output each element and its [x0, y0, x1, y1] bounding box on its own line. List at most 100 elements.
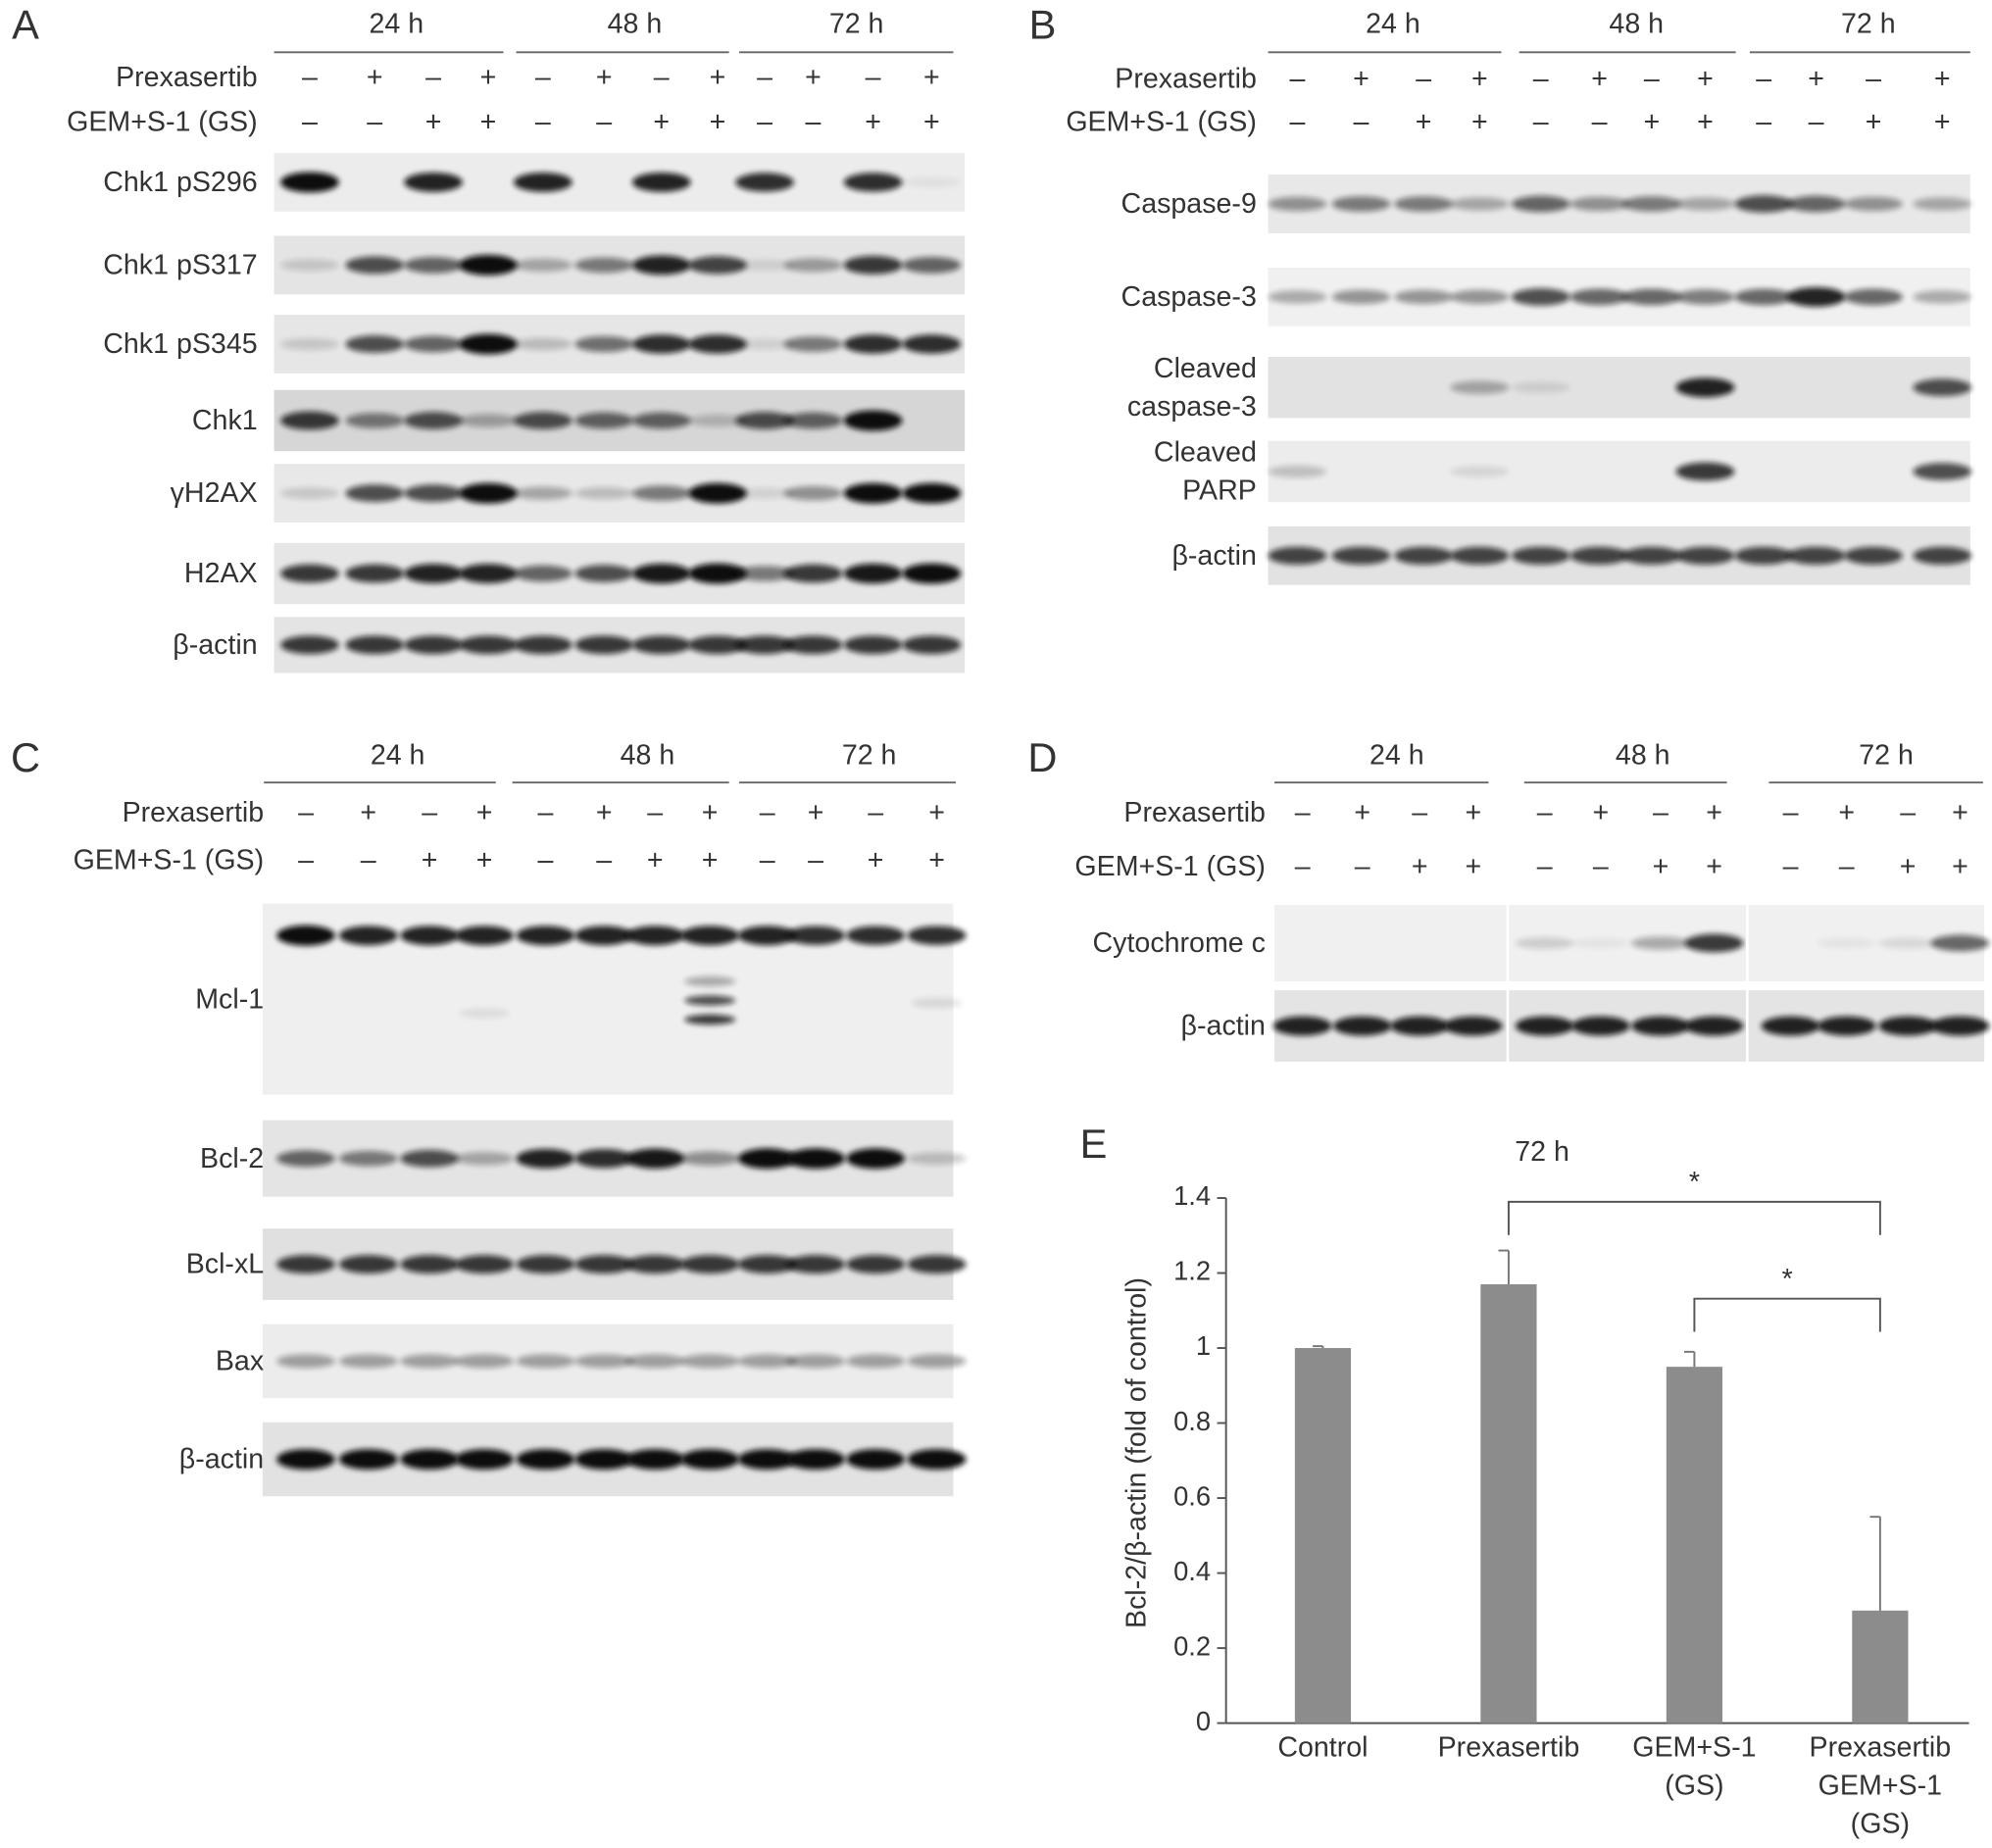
x-tick-label: Prexasertib	[1437, 1730, 1580, 1763]
blot-band	[1511, 195, 1570, 213]
treatment-sign: –	[596, 107, 612, 138]
blot-separator	[1506, 898, 1510, 1065]
significance-label: *	[1782, 1264, 1793, 1295]
blot-band	[516, 1255, 575, 1274]
blot-band	[516, 1449, 575, 1470]
y-tick-label: 1.4	[1173, 1180, 1211, 1211]
blot-band	[907, 1255, 967, 1274]
blot-band	[846, 925, 906, 945]
blot-band	[1878, 937, 1938, 949]
treatment-sign: –	[298, 797, 314, 828]
blot-band	[345, 564, 405, 583]
blot-band	[574, 925, 634, 946]
blot-band	[680, 1151, 740, 1166]
treatment-sign: –	[1289, 63, 1305, 94]
blot-band	[680, 925, 740, 946]
blot-band	[1786, 287, 1846, 307]
treatment-sign: +	[653, 107, 670, 138]
treatment-sign: –	[1756, 107, 1771, 138]
blot-band	[404, 173, 463, 192]
treatment-sign: –	[1289, 107, 1305, 138]
treatment-sign: –	[425, 62, 441, 93]
blot-band	[404, 335, 463, 353]
blot-band	[459, 564, 518, 583]
blot-label-box: Cytochrome c	[1093, 926, 1266, 959]
treatment-sign: +	[480, 107, 497, 138]
treatment-sign: –	[596, 844, 612, 875]
blot-band	[513, 173, 573, 192]
chart-title: 72 h	[1515, 1136, 1569, 1168]
treatment-sign: –	[1355, 851, 1370, 882]
treatment-sign: +	[1465, 851, 1481, 882]
blot-band	[735, 173, 794, 192]
treatment-sign: +	[1353, 63, 1370, 94]
blot-band	[1331, 196, 1391, 212]
blot-band	[1734, 288, 1794, 306]
blot-band	[680, 1449, 740, 1470]
blot-band	[1786, 195, 1846, 213]
blot-band	[631, 485, 691, 501]
x-tick-label: Prexasertib GEM+S-1 (GS)	[1809, 1730, 1952, 1839]
treatment-label: GEM+S-1 (GS)	[1074, 851, 1266, 882]
blot-band	[400, 1255, 460, 1274]
treatment-sign: +	[923, 62, 940, 93]
treatment-sign: +	[1838, 797, 1855, 828]
blot-band	[459, 635, 518, 655]
blot-band	[1332, 1016, 1392, 1036]
treatment-sign: –	[302, 62, 318, 93]
blot-band	[846, 1148, 906, 1170]
blot-label: Bcl-2	[199, 1141, 265, 1174]
blot-band	[513, 412, 573, 429]
blot-band	[1631, 936, 1690, 950]
timepoint-label: 24 h	[1366, 9, 1420, 40]
blot-band	[400, 925, 460, 946]
blot-label: Bcl-xL	[185, 1247, 265, 1280]
blot-band	[513, 635, 573, 655]
treatment-sign: –	[1900, 797, 1916, 828]
blot-band	[1272, 1016, 1332, 1036]
blot-band	[455, 1354, 514, 1369]
blot-band	[735, 259, 794, 272]
blot-label: Mcl-1	[195, 982, 265, 1015]
treatment-sign: +	[1591, 63, 1608, 94]
blot-band	[737, 1148, 797, 1170]
blot-label-box: Caspase-3	[1121, 280, 1257, 313]
treatment-sign: +	[476, 797, 493, 828]
blot-band	[1511, 546, 1570, 565]
blot-band	[625, 1255, 685, 1274]
treatment-sign: +	[1412, 851, 1428, 882]
timepoint-label: 72 h	[842, 740, 897, 772]
blot-band	[846, 1255, 906, 1274]
blot-band	[280, 338, 339, 350]
blot-band	[783, 336, 843, 352]
timepoint-label: 24 h	[370, 9, 424, 40]
treatment-label: GEM+S-1 (GS)	[74, 844, 265, 875]
blot-band	[574, 412, 634, 429]
treatment-sign: –	[1537, 851, 1553, 882]
blot-label-box: Caspase-9	[1120, 187, 1257, 220]
blot-band	[786, 1449, 845, 1470]
blot-band	[276, 1255, 335, 1274]
blot-band	[400, 1149, 460, 1168]
x-tick-label: Control	[1277, 1730, 1369, 1763]
treatment-sign: +	[647, 844, 664, 875]
blot-band	[1268, 290, 1327, 304]
treatment-sign: +	[923, 107, 940, 138]
bar	[1294, 1348, 1352, 1723]
blot-band	[1450, 546, 1510, 565]
x-tick-label-box: Prexasertib	[1437, 1730, 1580, 1763]
treatment-sign: +	[928, 797, 945, 828]
treatment-sign: +	[808, 797, 824, 828]
blot-band	[1569, 288, 1629, 306]
blot-label: Cleaved PARP	[1153, 435, 1257, 507]
blot-band	[459, 255, 518, 275]
blot-separator	[1746, 898, 1749, 1065]
blot-band	[1569, 546, 1629, 565]
blot-label: Chk1 pS345	[103, 327, 258, 360]
blot-label: Caspase-9	[1120, 187, 1257, 220]
blot-band	[513, 486, 573, 500]
timepoint-label: 72 h	[1841, 9, 1896, 40]
blot-band	[735, 566, 794, 581]
treatment-sign: –	[1866, 63, 1881, 94]
treatment-label: GEM+S-1 (GS)	[67, 107, 258, 138]
